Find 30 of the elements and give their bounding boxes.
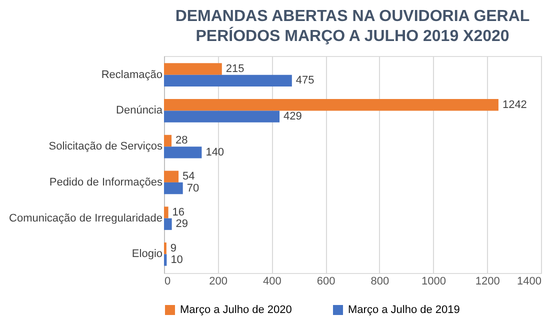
y-tick-label: Solicitação de Serviços — [48, 140, 163, 153]
chart-subtitle: PERÍODOS MARÇO A JULHO 2019 X2020 — [196, 26, 510, 45]
x-tick-label: 1000 — [422, 276, 446, 288]
legend-label: Março a Julho de 2019 — [348, 304, 460, 316]
data-label: 29 — [176, 218, 188, 230]
data-label: 429 — [284, 110, 302, 123]
x-tick-label: 600 — [316, 276, 336, 288]
x-tick-label: 1200 — [475, 276, 500, 288]
y-tick-label: Elogio — [132, 248, 162, 260]
x-tick-label: 400 — [263, 276, 282, 288]
data-label: 475 — [296, 74, 314, 87]
y-tick-label: Reclamação — [101, 68, 162, 81]
data-label: 10 — [170, 254, 183, 266]
data-label: 1242 — [502, 98, 527, 111]
x-tick-label: 200 — [209, 276, 228, 288]
y-tick-label: Pedido de Informações — [49, 176, 163, 188]
x-tick-label: 1400 — [517, 276, 542, 288]
data-label: 215 — [226, 63, 244, 75]
data-label: 28 — [176, 134, 188, 147]
data-label: 54 — [182, 170, 195, 183]
data-label: 140 — [206, 146, 224, 158]
x-tick-label: 0 — [164, 276, 171, 288]
y-tick-label: Comunicação de Irregularidade — [9, 212, 162, 224]
x-tick-label: 800 — [370, 276, 390, 288]
data-label: 16 — [172, 206, 185, 218]
chart-title: DEMANDAS ABERTAS NA OUVIDORIA GERAL — [175, 8, 530, 25]
legend-label: Março a Julho de 2020 — [180, 304, 292, 316]
y-tick-label: Denúncia — [116, 104, 164, 117]
data-label: 9 — [170, 242, 177, 254]
data-label: 70 — [186, 182, 200, 194]
